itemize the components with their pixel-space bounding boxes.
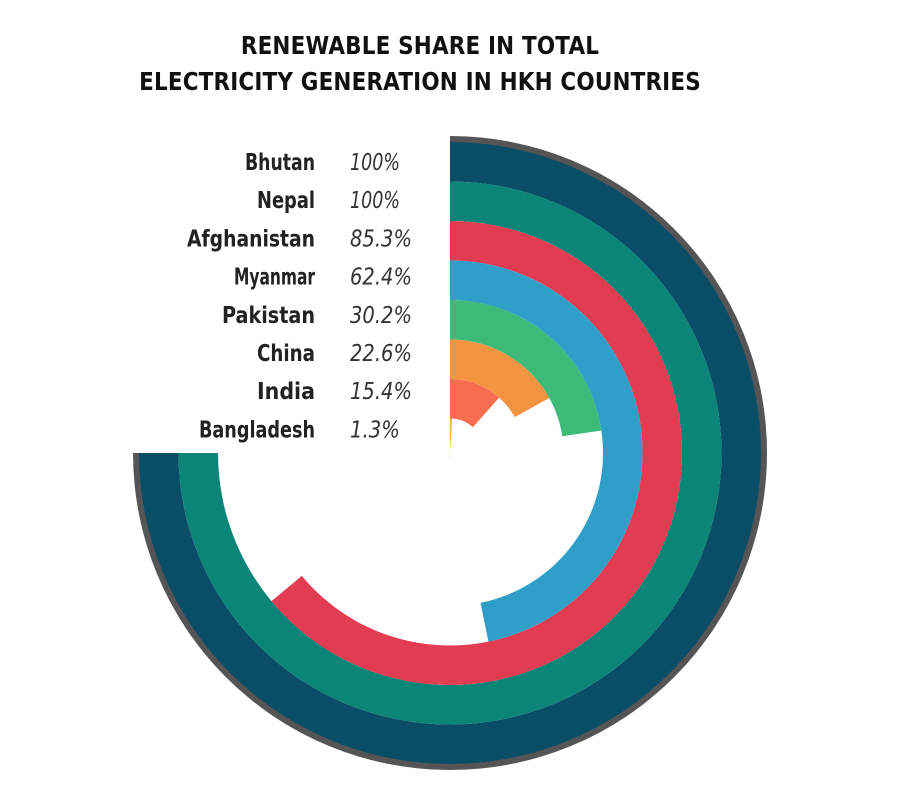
ring-pakistan	[450, 300, 602, 437]
ring-afghanistan	[271, 221, 683, 685]
value-bangladesh: 1.3%	[350, 417, 400, 443]
label-afghanistan: Afghanistan	[187, 226, 315, 252]
label-nepal: Nepal	[257, 188, 315, 214]
label-pakistan: Pakistan	[222, 303, 315, 329]
chart-title-line-1: RENEWABLE SHARE IN TOTAL	[240, 31, 600, 60]
chart-labels: Bhutan 100% Nepal 100% Afghanistan 85.3% Myanm…	[187, 150, 412, 443]
value-china: 22.6%	[350, 341, 412, 367]
label-bhutan: Bhutan	[245, 150, 315, 176]
label-myanmar: Myanmar	[234, 265, 316, 291]
value-afghanistan: 85.3%	[350, 226, 412, 252]
label-china: China	[257, 341, 315, 367]
value-bhutan: 100%	[350, 150, 400, 176]
label-bangladesh: Bangladesh	[199, 417, 315, 443]
value-pakistan: 30.2%	[350, 303, 412, 329]
value-india: 15.4%	[350, 379, 412, 405]
ring-myanmar	[450, 260, 643, 642]
ring-china	[450, 339, 550, 418]
label-india: India	[257, 379, 315, 405]
ring-bangladesh	[449, 418, 453, 458]
chart-rings	[133, 136, 767, 770]
ring-india	[450, 379, 500, 428]
value-myanmar: 62.4%	[350, 265, 412, 291]
value-nepal: 100%	[350, 188, 400, 214]
chart-title: RENEWABLE SHARE IN TOTAL ELECTRICITY GEN…	[0, 28, 840, 100]
chart-title-line-2: ELECTRICITY GENERATION IN HKH COUNTRIES	[139, 67, 701, 96]
